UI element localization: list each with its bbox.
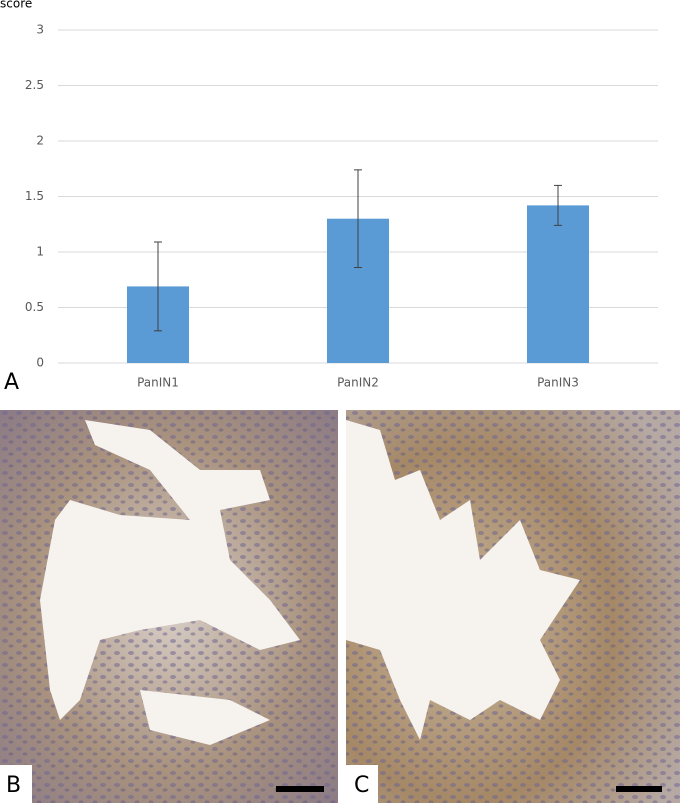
y-tick-label: 3 [36, 23, 44, 37]
y-axis-label: score [0, 0, 32, 11]
y-tick-label: 0.5 [25, 300, 44, 314]
y-tick-label: 1.5 [25, 189, 44, 203]
panel-label: C [354, 773, 369, 798]
panel-label: A [4, 370, 19, 395]
lumen [140, 690, 270, 745]
y-tick-label: 1 [36, 245, 44, 259]
lumen [346, 420, 580, 740]
scale-bar [276, 786, 324, 792]
x-tick-label: PanIN1 [137, 376, 179, 390]
plot-area: 0 0.5 1 1.5 2 2.5 3 PanIN1 PanIN2 PanIN3 [25, 23, 658, 390]
x-tick-label: PanIN2 [337, 376, 379, 390]
panel-label: B [6, 773, 21, 798]
label-box [346, 765, 378, 803]
x-tick-label: PanIN3 [537, 376, 579, 390]
lumen [40, 420, 300, 720]
bar [527, 205, 589, 363]
y-tick-label: 2.5 [25, 78, 44, 92]
micrograph-b: B [0, 410, 338, 803]
scale-bar [616, 786, 662, 792]
micrograph-c: C [346, 410, 680, 803]
label-box [0, 765, 32, 803]
y-tick-label: 2 [36, 134, 44, 148]
y-tick-label: 0 [36, 356, 44, 370]
